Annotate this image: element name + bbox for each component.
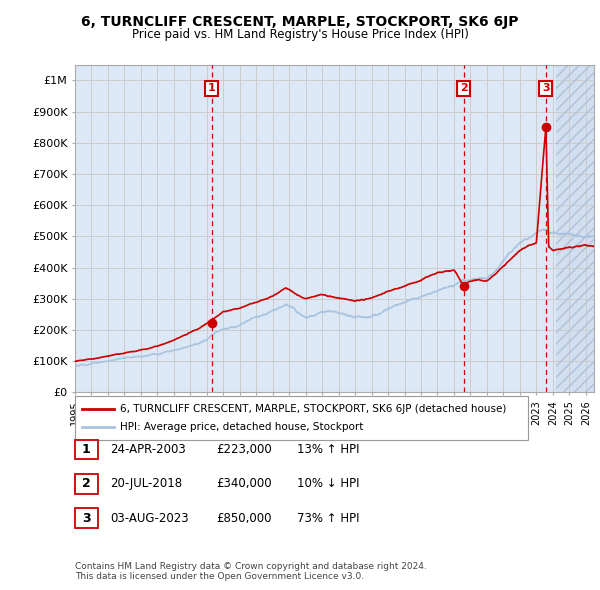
Text: £850,000: £850,000 bbox=[216, 512, 271, 525]
Text: Contains HM Land Registry data © Crown copyright and database right 2024.
This d: Contains HM Land Registry data © Crown c… bbox=[75, 562, 427, 581]
Text: 6, TURNCLIFF CRESCENT, MARPLE, STOCKPORT, SK6 6JP: 6, TURNCLIFF CRESCENT, MARPLE, STOCKPORT… bbox=[81, 15, 519, 29]
Text: 24-APR-2003: 24-APR-2003 bbox=[110, 443, 185, 456]
Text: 03-AUG-2023: 03-AUG-2023 bbox=[110, 512, 188, 525]
Text: Price paid vs. HM Land Registry's House Price Index (HPI): Price paid vs. HM Land Registry's House … bbox=[131, 28, 469, 41]
Text: 6, TURNCLIFF CRESCENT, MARPLE, STOCKPORT, SK6 6JP (detached house): 6, TURNCLIFF CRESCENT, MARPLE, STOCKPORT… bbox=[120, 404, 506, 414]
Text: 10% ↓ HPI: 10% ↓ HPI bbox=[297, 477, 359, 490]
Text: £223,000: £223,000 bbox=[216, 443, 272, 456]
Text: HPI: Average price, detached house, Stockport: HPI: Average price, detached house, Stoc… bbox=[120, 422, 364, 432]
Text: 13% ↑ HPI: 13% ↑ HPI bbox=[297, 443, 359, 456]
Bar bbox=[556, 65, 594, 392]
Text: 2: 2 bbox=[82, 477, 91, 490]
Text: 3: 3 bbox=[542, 83, 550, 93]
Text: 2: 2 bbox=[460, 83, 467, 93]
Text: 3: 3 bbox=[82, 512, 91, 525]
Text: 20-JUL-2018: 20-JUL-2018 bbox=[110, 477, 182, 490]
Text: 1: 1 bbox=[82, 443, 91, 456]
Text: 73% ↑ HPI: 73% ↑ HPI bbox=[297, 512, 359, 525]
Text: 1: 1 bbox=[208, 83, 215, 93]
Bar bbox=[556, 65, 594, 392]
Text: £340,000: £340,000 bbox=[216, 477, 272, 490]
